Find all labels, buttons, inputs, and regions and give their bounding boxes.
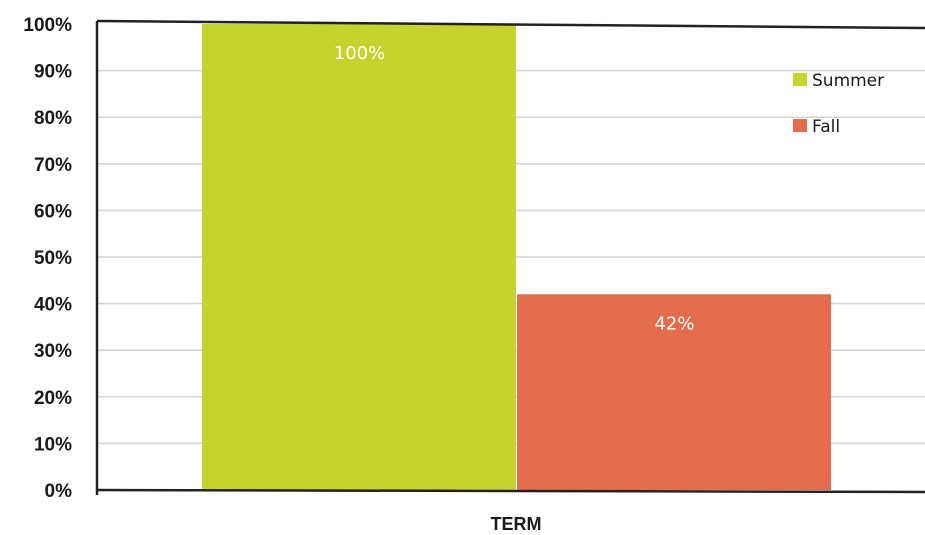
plot-top-border [96,19,925,30]
x-axis-title: TERM [491,514,542,534]
y-tick-label: 20% [34,388,72,409]
y-tick-label: 60% [34,201,72,222]
legend-label-fall: Fall [812,117,840,137]
data-label-fall: 42% [654,313,694,334]
y-tick-label: 80% [34,108,72,129]
legend-label-summer: Summer [812,71,884,91]
bar-fall [517,294,831,490]
bars [202,24,831,490]
y-tick-label: 70% [34,155,72,176]
x-axis-line [96,488,925,494]
y-tick-label: 100% [23,15,72,36]
data-labels: 100% 42% [334,43,695,334]
legend-swatch-summer [793,73,807,86]
y-tick-label: 50% [34,248,72,269]
y-tick-label: 0% [45,481,73,502]
bar-summer [202,24,516,490]
y-tick-label: 30% [34,341,72,362]
y-tick-label: 10% [34,434,72,455]
y-tick-label: 90% [34,62,72,83]
data-label-summer: 100% [334,43,385,64]
legend-swatch-fall [793,119,807,132]
y-axis-tick-labels: 0% 10% 20% 30% 40% 50% 60% 70% 80% 90% 100% [23,15,72,502]
y-tick-label: 40% [34,295,72,316]
legend: Summer Fall [793,71,884,137]
